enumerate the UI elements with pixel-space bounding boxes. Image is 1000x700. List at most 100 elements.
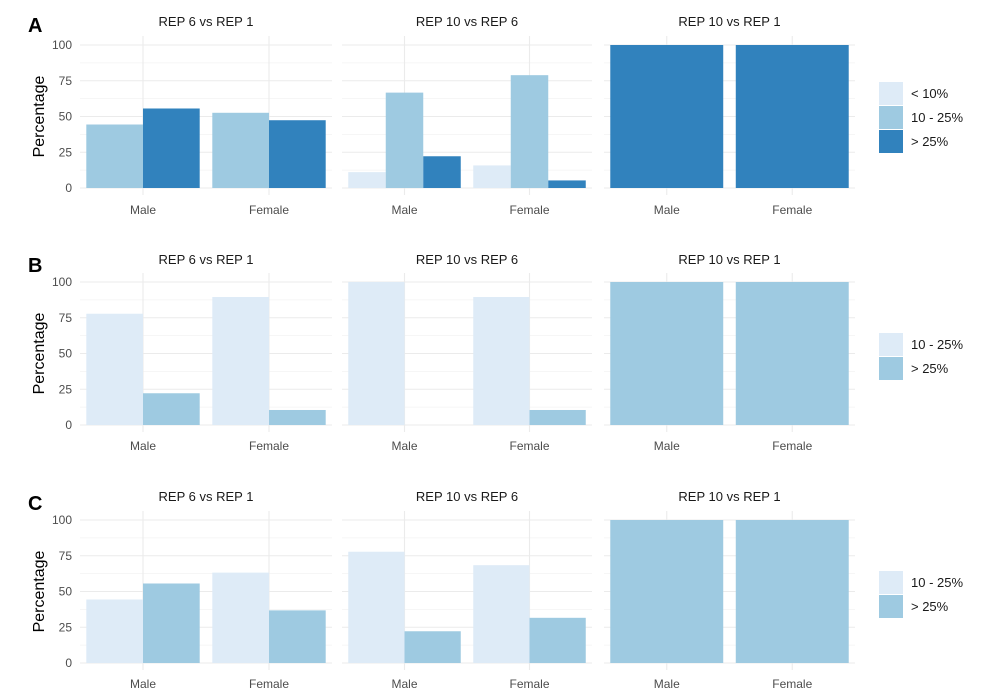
panel-title: REP 10 vs REP 6 — [416, 489, 518, 504]
y-tick-label: 50 — [59, 585, 73, 599]
panel-b-1: REP 6 vs REP 1 Male Female — [80, 252, 332, 453]
bar-male-1 — [348, 282, 405, 425]
bar-male-1 — [610, 282, 724, 425]
panel-title: REP 10 vs REP 6 — [416, 252, 518, 267]
x-tick-label: Male — [391, 203, 417, 217]
legend: < 10% 10 - 25% > 25% — [879, 82, 963, 153]
bar-female-2 — [529, 409, 586, 425]
bar-female-1 — [473, 297, 530, 425]
y-tick-label: 75 — [59, 311, 73, 325]
legend-label: 10 - 25% — [911, 575, 963, 590]
bar-female-2 — [269, 610, 326, 663]
panel-c-1: REP 6 vs REP 1 Male Female — [80, 489, 332, 691]
y-tick-label: 50 — [59, 110, 73, 124]
chart-row-b: B Percentage 0 25 50 75 100 REP 6 vs REP 1 Male F… — [28, 252, 963, 453]
legend-key — [879, 82, 903, 105]
legend-key — [879, 357, 903, 380]
bar-male-1 — [86, 313, 143, 425]
legend-label: > 25% — [911, 599, 949, 614]
bar-male-3 — [423, 156, 461, 188]
y-tick-label: 100 — [52, 275, 72, 289]
y-tick-label: 25 — [59, 145, 73, 159]
bar-female-1 — [212, 112, 269, 188]
panel-background — [342, 36, 592, 195]
y-axis-label: Percentage — [31, 75, 48, 157]
panel-c-3: REP 10 vs REP 1 Male Female — [604, 489, 855, 691]
x-tick-label: Male — [130, 677, 156, 691]
x-tick-label: Female — [249, 203, 289, 217]
panel-title: REP 10 vs REP 1 — [678, 489, 780, 504]
bar-male-1 — [86, 599, 143, 663]
legend-label: < 10% — [911, 86, 949, 101]
panel-c-2: REP 10 vs REP 6 Male Female — [342, 489, 592, 691]
bar-male-1 — [86, 124, 143, 188]
bar-male-1 — [348, 551, 405, 663]
y-tick-label: 0 — [65, 656, 72, 670]
bar-female-2 — [529, 617, 586, 663]
bar-male-2 — [385, 92, 424, 188]
bar-female-2 — [269, 120, 326, 188]
bar-female-2 — [510, 75, 549, 188]
legend-key — [879, 130, 903, 153]
x-tick-label: Male — [130, 203, 156, 217]
bar-male-1 — [348, 172, 386, 188]
bar-female-1 — [473, 165, 511, 188]
legend-key — [879, 595, 903, 618]
panel-title: REP 10 vs REP 1 — [678, 14, 780, 29]
panel-a-3: REP 10 vs REP 1 Male Female — [604, 14, 855, 217]
panel-title: REP 6 vs REP 1 — [159, 14, 254, 29]
y-axis-label: Percentage — [31, 550, 48, 632]
bar-female-3 — [548, 180, 586, 188]
panel-title: REP 6 vs REP 1 — [159, 252, 254, 267]
panel-title: REP 10 vs REP 1 — [678, 252, 780, 267]
legend-key — [879, 106, 903, 129]
panel-b-3: REP 10 vs REP 1 Male Female — [604, 252, 855, 453]
y-tick-label: 100 — [52, 38, 72, 52]
x-tick-label: Male — [391, 439, 417, 453]
panel-a-1: REP 6 vs REP 1 Male Female — [80, 14, 332, 217]
x-tick-label: Male — [654, 677, 680, 691]
x-tick-label: Male — [654, 203, 680, 217]
bar-female-1 — [212, 297, 269, 425]
y-tick-label: 50 — [59, 347, 73, 361]
x-tick-label: Male — [130, 439, 156, 453]
panel-a-2: REP 10 vs REP 6 Male Female — [342, 14, 592, 217]
x-tick-label: Female — [249, 677, 289, 691]
bar-female-1 — [735, 282, 849, 425]
y-tick-label: 0 — [65, 418, 72, 432]
x-tick-label: Male — [654, 439, 680, 453]
x-tick-label: Female — [772, 439, 812, 453]
row-label: C — [28, 493, 42, 515]
legend: 10 - 25% > 25% — [879, 571, 963, 618]
bar-female-1 — [473, 565, 530, 663]
legend-label: > 25% — [911, 361, 949, 376]
x-tick-label: Female — [772, 203, 812, 217]
panel-title: REP 10 vs REP 6 — [416, 14, 518, 29]
bar-male-1 — [610, 45, 724, 188]
panel-title: REP 6 vs REP 1 — [159, 489, 254, 504]
bar-male-2 — [143, 583, 200, 663]
y-tick-label: 25 — [59, 620, 73, 634]
legend-label: 10 - 25% — [911, 337, 963, 352]
bar-male-2 — [143, 393, 200, 425]
bar-female-1 — [735, 45, 849, 188]
legend: 10 - 25% > 25% — [879, 333, 963, 380]
legend-key — [879, 333, 903, 356]
x-tick-label: Female — [249, 439, 289, 453]
chart-row-c: C Percentage 0 25 50 75 100 REP 6 vs REP 1 Male F… — [28, 489, 963, 691]
chart-row-a: A Percentage 0 25 50 75 100 REP 6 vs REP 1 Male F… — [28, 14, 963, 217]
bar-male-2 — [143, 108, 200, 188]
y-tick-label: 100 — [52, 513, 72, 527]
bar-male-2 — [404, 631, 461, 663]
x-tick-label: Male — [391, 677, 417, 691]
legend-key — [879, 571, 903, 594]
y-tick-label: 0 — [65, 181, 72, 195]
y-axis-label: Percentage — [31, 312, 48, 394]
x-tick-label: Female — [509, 439, 549, 453]
y-tick-label: 75 — [59, 549, 73, 563]
x-tick-label: Female — [772, 677, 812, 691]
legend-label: > 25% — [911, 134, 949, 149]
x-tick-label: Female — [509, 677, 549, 691]
panel-b-2: REP 10 vs REP 6 Male Female — [342, 252, 592, 453]
